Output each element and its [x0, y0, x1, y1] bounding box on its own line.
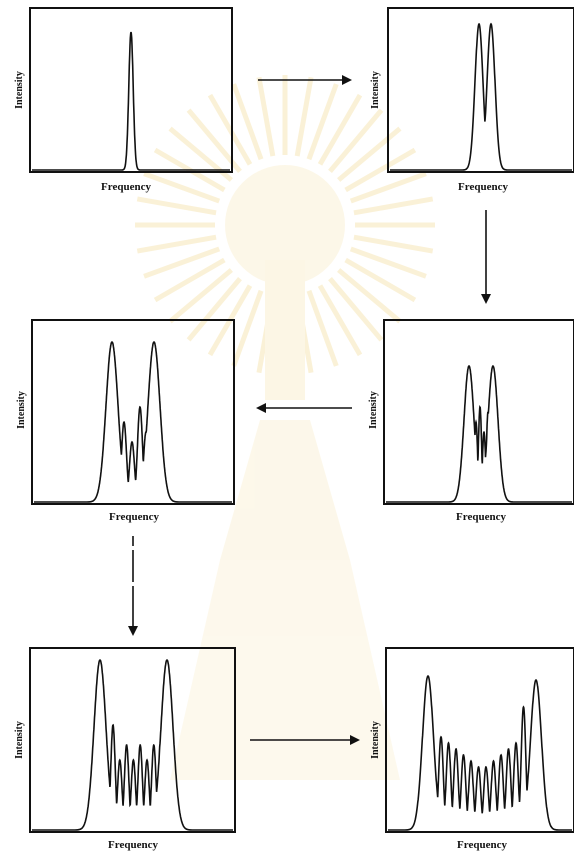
panel-2: Frequency Intensity: [370, 7, 574, 193]
panel-4: Frequency Intensity: [368, 319, 574, 523]
y-axis-label: Intensity: [370, 721, 381, 759]
x-axis-label: Frequency: [458, 181, 508, 193]
x-axis-label: Frequency: [457, 839, 507, 851]
spectrum-curve: [32, 659, 233, 831]
x-axis-label: Frequency: [101, 181, 151, 193]
x-axis-label: Frequency: [108, 839, 158, 851]
spectrum-curve: [388, 675, 572, 831]
panel-1: Frequency Intensity: [14, 7, 233, 193]
y-axis-label: Intensity: [370, 71, 381, 109]
plot-frame: [385, 647, 574, 833]
watermark-emblem: [135, 75, 435, 780]
plot-frame: [383, 319, 574, 505]
spectrum-curve: [390, 22, 572, 171]
x-axis-label: Frequency: [109, 511, 159, 523]
y-axis-label: Intensity: [16, 391, 27, 429]
y-axis-label: Intensity: [368, 391, 379, 429]
panel-5: Frequency Intensity: [14, 647, 236, 851]
panel-3: Frequency Intensity: [16, 319, 235, 523]
spectrum-curve: [34, 341, 232, 503]
plot-frame: [387, 7, 574, 173]
plot-frame: [29, 7, 233, 173]
y-axis-label: Intensity: [14, 721, 25, 759]
plot-frame: [29, 647, 236, 833]
y-axis-label: Intensity: [14, 71, 25, 109]
plot-frame: [31, 319, 235, 505]
x-axis-label: Frequency: [456, 511, 506, 523]
spectrum-curve: [386, 365, 572, 503]
spectrum-curve: [32, 31, 230, 171]
panel-6: Frequency Intensity: [370, 647, 574, 851]
